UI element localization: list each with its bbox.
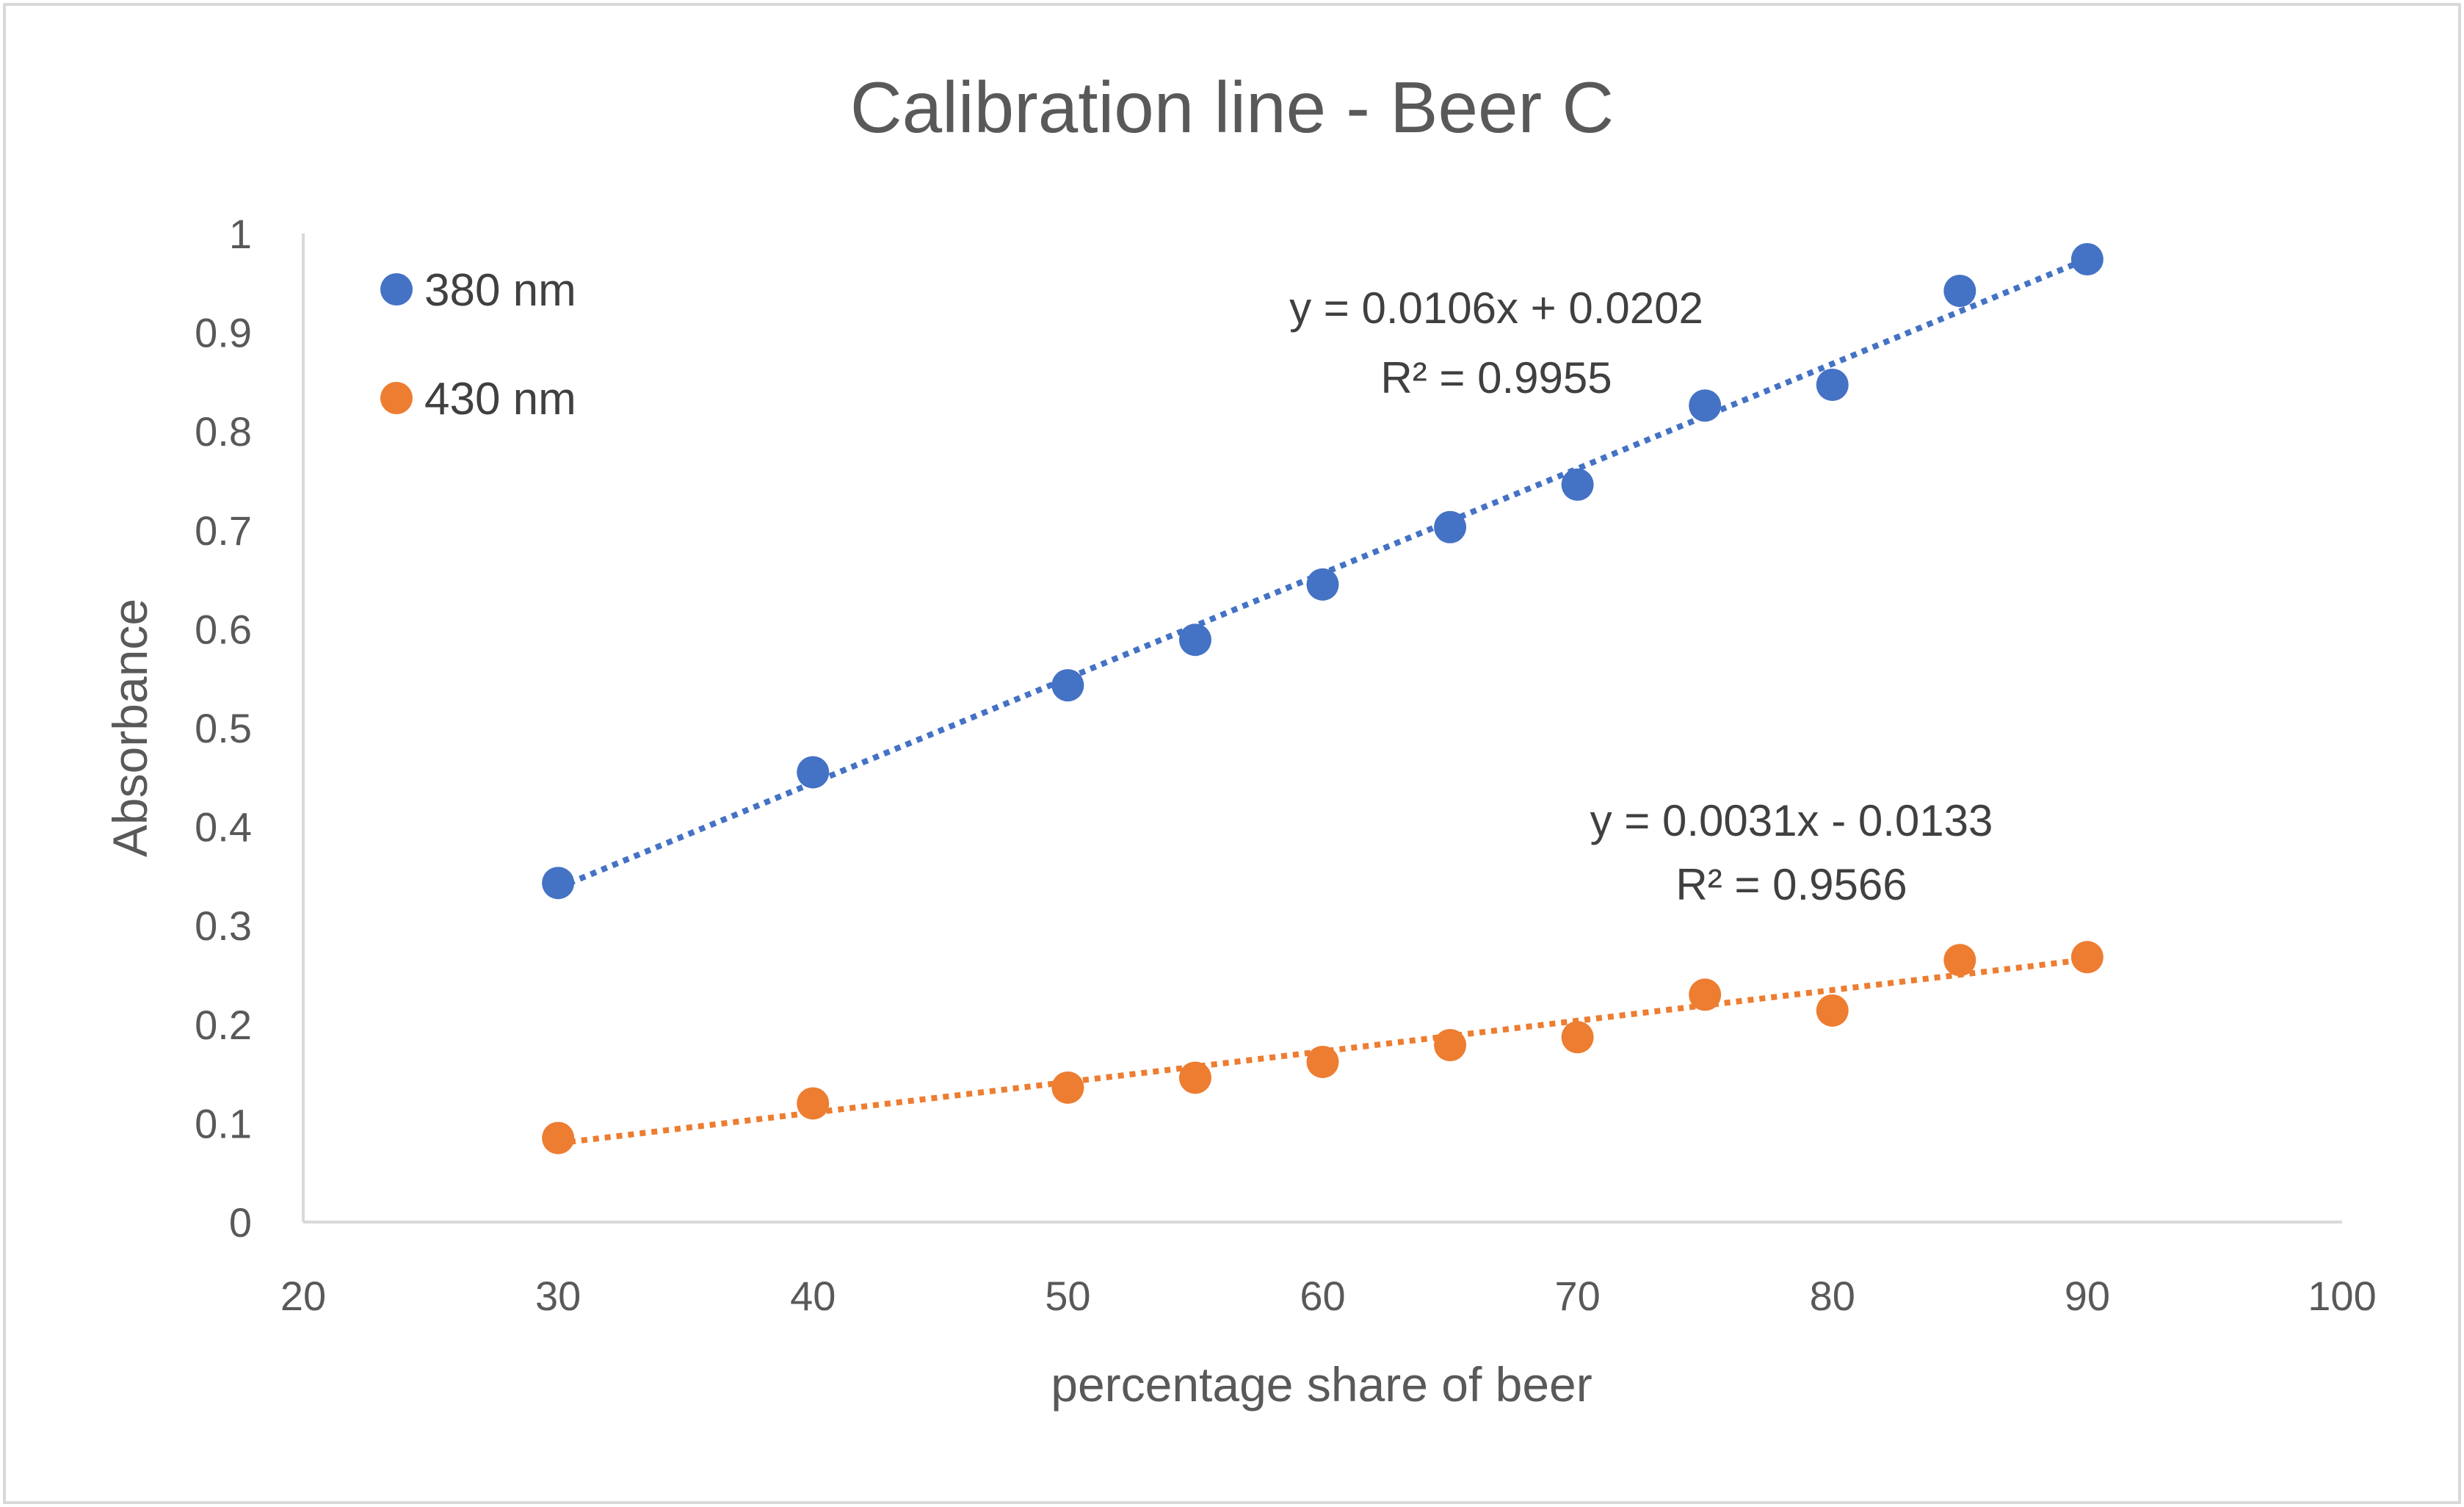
data-point-430nm xyxy=(2070,941,2104,974)
data-point-430nm xyxy=(542,1121,575,1154)
data-point-430nm xyxy=(1561,1021,1594,1054)
data-points xyxy=(542,242,2104,1154)
x-tick-label: 50 xyxy=(1045,1273,1090,1319)
data-point-380nm xyxy=(1943,275,1976,308)
trendline-r2-380nm: R² = 0.9955 xyxy=(1380,353,1612,402)
x-axis-ticks: 20 30 40 50 60 70 80 90 100 xyxy=(280,1273,2377,1319)
x-tick-label: 70 xyxy=(1554,1273,1600,1319)
trendline-equation-430nm: y = 0.0031x - 0.0133 xyxy=(1590,796,1993,845)
x-tick-label: 60 xyxy=(1300,1273,1345,1319)
legend-marker-430nm xyxy=(380,382,413,414)
data-point-430nm xyxy=(1434,1029,1467,1062)
legend: 380 nm 430 nm xyxy=(380,265,576,424)
x-tick-label: 30 xyxy=(535,1273,581,1319)
x-tick-label: 20 xyxy=(280,1273,326,1319)
data-point-380nm xyxy=(1561,468,1594,501)
data-point-430nm xyxy=(1306,1045,1339,1078)
trendline-r2-430nm: R² = 0.9566 xyxy=(1675,860,1907,909)
x-tick-label: 40 xyxy=(790,1273,836,1319)
y-tick-label: 0.5 xyxy=(195,705,252,751)
data-point-380nm xyxy=(1434,510,1467,543)
y-tick-label: 0.6 xyxy=(195,606,252,652)
y-tick-label: 0 xyxy=(229,1199,252,1246)
y-tick-label: 0.8 xyxy=(195,408,252,455)
y-tick-label: 0.2 xyxy=(195,1002,252,1048)
data-point-430nm xyxy=(1943,944,1976,977)
data-point-380nm xyxy=(1178,624,1211,657)
y-tick-label: 0.3 xyxy=(195,903,252,949)
y-tick-label: 1 xyxy=(229,211,252,257)
data-point-380nm xyxy=(797,756,830,789)
x-axis-label: percentage share of beer xyxy=(1051,1357,1592,1412)
legend-marker-380nm xyxy=(380,273,413,306)
legend-label-430nm: 430 nm xyxy=(424,374,576,424)
data-point-430nm xyxy=(1051,1071,1084,1104)
y-tick-label: 0.1 xyxy=(195,1100,252,1146)
trendline-equation-380nm: y = 0.0106x + 0.0202 xyxy=(1289,283,1703,333)
data-point-380nm xyxy=(1689,389,1722,422)
y-axis-label: Absorbance xyxy=(103,599,157,857)
trendline-430nm xyxy=(557,956,2088,1146)
data-point-380nm xyxy=(1306,568,1339,601)
y-tick-label: 0.9 xyxy=(195,310,252,356)
y-axis-ticks: 0 0.1 0.2 0.3 0.4 0.5 0.6 0.7 0.8 0.9 1 xyxy=(195,211,252,1246)
data-point-430nm xyxy=(797,1087,830,1120)
legend-label-380nm: 380 nm xyxy=(424,265,576,316)
chart-border xyxy=(3,3,2461,1504)
x-tick-label: 100 xyxy=(2308,1273,2376,1319)
data-point-430nm xyxy=(1816,994,1849,1027)
data-point-380nm xyxy=(2070,242,2104,275)
data-point-430nm xyxy=(1178,1061,1211,1094)
data-point-380nm xyxy=(1816,368,1849,401)
y-tick-label: 0.7 xyxy=(195,507,252,554)
data-point-430nm xyxy=(1689,978,1722,1011)
data-point-380nm xyxy=(1051,669,1084,702)
x-tick-label: 80 xyxy=(1810,1273,1855,1319)
y-tick-label: 0.4 xyxy=(195,804,252,850)
data-point-380nm xyxy=(542,867,575,900)
x-tick-label: 90 xyxy=(2065,1273,2110,1319)
chart-title: Calibration line - Beer C xyxy=(850,67,1614,148)
trendline-labels: y = 0.0106x + 0.0202 R² = 0.9955 y = 0.0… xyxy=(1289,283,1993,909)
